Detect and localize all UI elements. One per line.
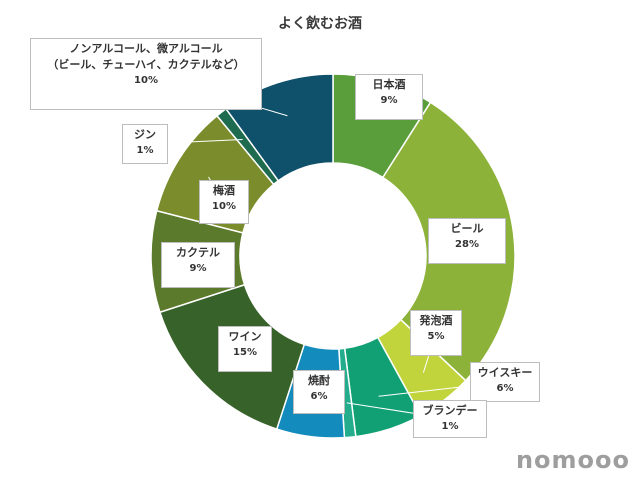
slice-label: （ビール、チューハイ、カクテルなど） xyxy=(47,58,245,71)
slice-percent: 5% xyxy=(427,331,445,342)
slice-label: 梅酒 xyxy=(213,184,235,197)
data-label-10: ノンアルコール、微アルコール （ビール、チューハイ、カクテルなど） 10% xyxy=(30,38,262,110)
data-label-7: カクテル 9% xyxy=(161,242,235,288)
slice-percent: 9% xyxy=(189,263,207,274)
slice-label: 日本酒 xyxy=(372,78,406,91)
data-label-0: 日本酒 9% xyxy=(355,74,423,120)
slice-label: ジン xyxy=(134,128,156,141)
slice-percent: 10% xyxy=(212,201,236,212)
slice-label: ワイン xyxy=(228,330,262,343)
data-label-6: ワイン 15% xyxy=(218,326,272,372)
chart-title: よく飲むお酒 xyxy=(278,16,362,32)
slice-percent: 9% xyxy=(380,95,398,106)
slice-label: ビール xyxy=(450,222,484,235)
slice-label: ノンアルコール、微アルコール xyxy=(69,42,223,55)
slice-label: 焼酎 xyxy=(308,374,330,387)
slice-percent: 1% xyxy=(441,421,459,432)
data-label-1: ビール 28% xyxy=(428,218,506,264)
slice-percent: 15% xyxy=(233,347,257,358)
data-label-5: 焼酎 6% xyxy=(293,370,345,414)
slice-label: ブランデー xyxy=(422,404,478,417)
slice-label: カクテル xyxy=(176,246,220,259)
data-label-9: ジン 1% xyxy=(122,124,168,164)
data-label-3: ウイスキー 6% xyxy=(470,362,540,402)
slice-percent: 10% xyxy=(134,75,158,86)
slice-label: 発泡酒 xyxy=(419,314,453,327)
data-label-4: ブランデー 1% xyxy=(413,400,487,438)
data-label-2: 発泡酒 5% xyxy=(410,310,462,356)
data-label-8: 梅酒 10% xyxy=(199,180,249,224)
slice-percent: 6% xyxy=(496,383,514,394)
slice-percent: 6% xyxy=(310,391,328,402)
slice-label: ウイスキー xyxy=(477,366,533,379)
slice-percent: 1% xyxy=(136,145,154,156)
slice-percent: 28% xyxy=(455,239,479,250)
brand-logo: nomooo xyxy=(515,446,630,474)
